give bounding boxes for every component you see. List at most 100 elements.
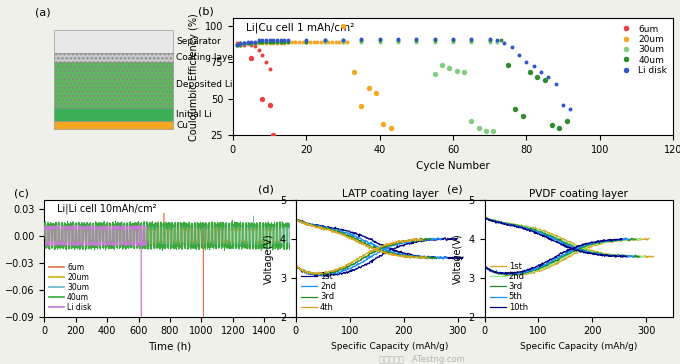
Point	[268, 37, 279, 43]
Point	[250, 40, 260, 46]
Point	[253, 37, 264, 43]
5th	[625, 237, 633, 242]
Point	[503, 62, 513, 68]
Point	[466, 36, 477, 41]
Point	[301, 37, 311, 43]
3rd	[539, 264, 547, 269]
Point	[374, 39, 385, 44]
Point	[337, 37, 348, 43]
Point	[492, 39, 503, 44]
Point	[268, 39, 279, 44]
10th	[494, 271, 502, 275]
Point	[282, 37, 293, 43]
Point	[231, 41, 242, 47]
10th	[534, 264, 542, 268]
4th	[411, 236, 419, 241]
Point	[264, 39, 275, 44]
1st	[645, 237, 653, 241]
Point	[294, 39, 305, 44]
Point	[326, 39, 337, 44]
2nd	[318, 274, 326, 278]
Title: LATP coating layer: LATP coating layer	[342, 189, 439, 199]
Point	[245, 40, 256, 46]
Point	[521, 59, 532, 65]
Point	[484, 39, 495, 44]
3rd	[628, 236, 636, 241]
Point	[371, 90, 381, 96]
Point	[245, 40, 256, 46]
Point	[444, 65, 455, 71]
Point	[411, 37, 422, 43]
Point	[282, 39, 293, 44]
Point	[250, 39, 260, 44]
2nd	[636, 237, 645, 241]
Point	[554, 125, 565, 131]
Point	[279, 39, 290, 44]
Point	[543, 74, 554, 80]
Point	[337, 39, 348, 44]
Point	[250, 43, 260, 49]
1st	[293, 264, 301, 269]
Point	[319, 39, 330, 44]
Point	[275, 37, 286, 43]
1st	[547, 264, 556, 269]
Point	[392, 36, 403, 41]
2nd	[636, 236, 645, 240]
Point	[235, 41, 245, 47]
Point	[565, 106, 576, 112]
Title: PVDF coating layer: PVDF coating layer	[530, 189, 628, 199]
Point	[264, 40, 275, 46]
4th	[315, 272, 323, 277]
Point	[268, 40, 279, 46]
Point	[392, 37, 403, 43]
3rd	[305, 270, 313, 274]
2nd	[496, 272, 504, 276]
2nd	[437, 237, 445, 242]
10th	[617, 237, 626, 241]
Point	[447, 39, 458, 44]
1st	[547, 263, 556, 267]
5th	[504, 273, 512, 277]
Text: Li|Li cell 10mAh/cm²: Li|Li cell 10mAh/cm²	[57, 203, 156, 214]
Point	[235, 40, 245, 46]
1st	[645, 236, 653, 241]
Point	[271, 39, 282, 44]
Point	[245, 40, 256, 46]
Point	[282, 39, 293, 44]
Point	[239, 40, 250, 46]
3rd	[426, 237, 435, 241]
Point	[517, 113, 528, 119]
Text: (b): (b)	[198, 7, 214, 17]
2nd	[505, 272, 513, 277]
Text: Coating layer: Coating layer	[176, 53, 237, 62]
Line: 1st: 1st	[486, 238, 649, 276]
1st	[307, 273, 315, 277]
Text: Deposited Li: Deposited Li	[176, 80, 233, 89]
Line: 2nd: 2nd	[297, 238, 441, 276]
Text: Separator: Separator	[176, 37, 221, 46]
3rd	[344, 264, 352, 268]
3rd	[505, 272, 513, 276]
5th	[622, 236, 630, 240]
Point	[245, 39, 256, 44]
X-axis label: Cycle Number: Cycle Number	[416, 161, 490, 170]
2nd	[545, 262, 553, 267]
Point	[235, 41, 245, 47]
Point	[264, 39, 275, 44]
Point	[562, 118, 573, 123]
2nd	[351, 264, 359, 269]
Point	[488, 128, 499, 134]
Point	[319, 37, 330, 43]
Point	[245, 55, 256, 61]
Point	[484, 37, 495, 43]
Point	[495, 37, 506, 43]
Point	[473, 125, 484, 131]
Point	[452, 68, 462, 74]
Point	[242, 40, 253, 46]
Point	[319, 37, 330, 43]
4th	[304, 270, 312, 275]
Point	[392, 39, 403, 44]
3rd	[347, 263, 355, 268]
Bar	[54, 30, 173, 53]
Bar	[54, 53, 173, 62]
